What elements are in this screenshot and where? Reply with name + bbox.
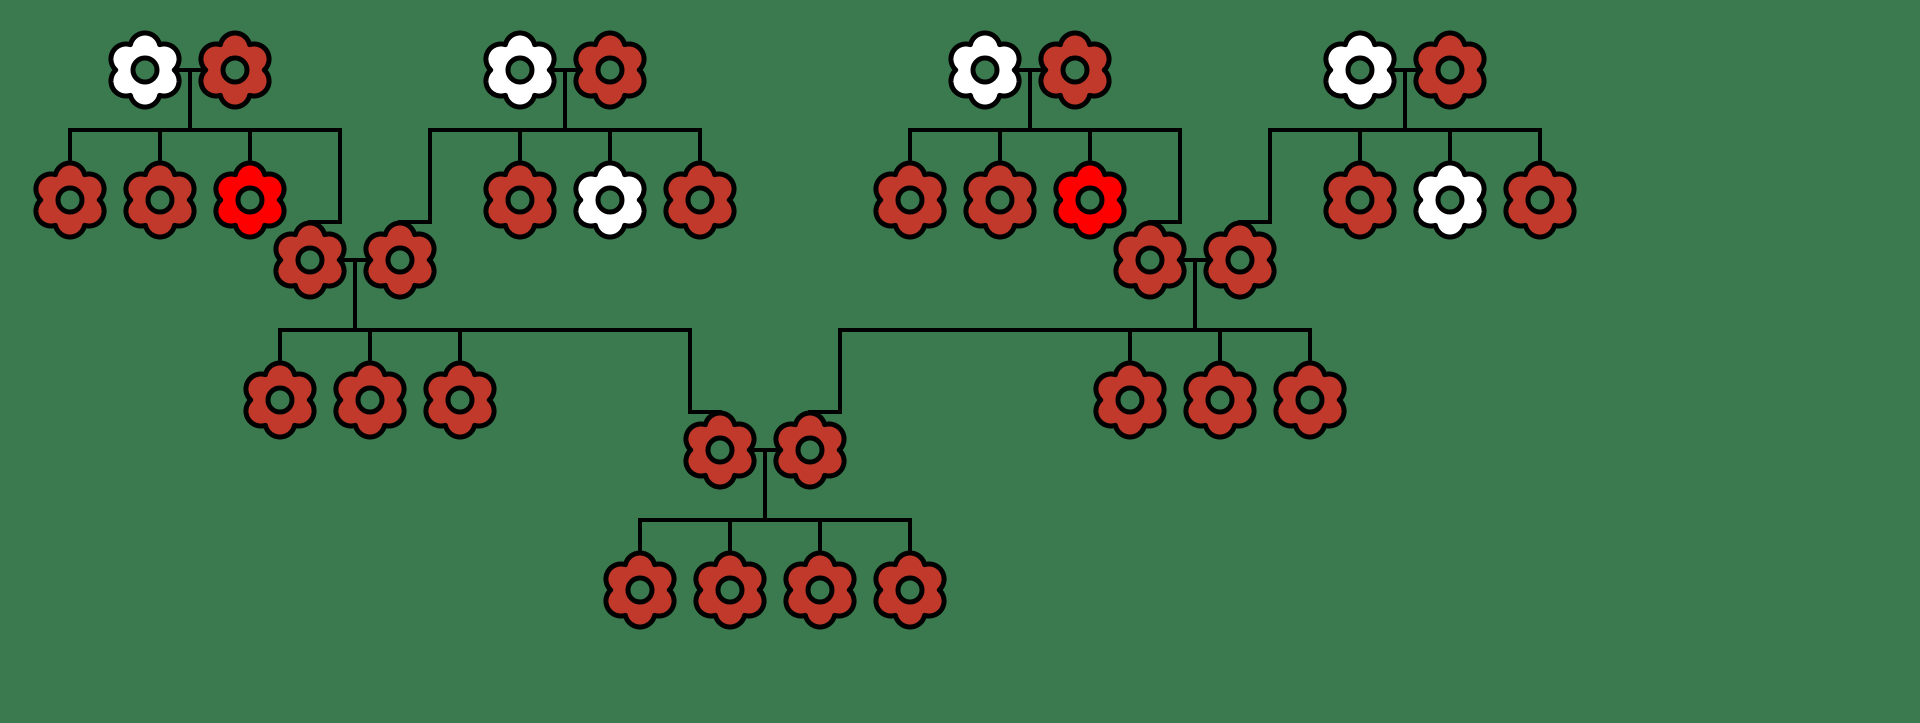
flower-icon [1186, 363, 1254, 437]
flower-icon [1506, 163, 1574, 237]
flower-icon [1096, 363, 1164, 437]
flower-icon [1276, 363, 1344, 437]
flower-icon [576, 33, 644, 107]
flower-icon [951, 33, 1019, 107]
flower-icon [576, 163, 644, 237]
flower-icon [1116, 223, 1184, 297]
flower-icon [876, 553, 944, 627]
flower-icon [126, 163, 194, 237]
flower-icon [776, 413, 844, 487]
flower-icon [786, 553, 854, 627]
flower-icon [426, 363, 494, 437]
flower-icon [1416, 33, 1484, 107]
pedigree-diagram [0, 0, 1920, 723]
flower-icon [276, 223, 344, 297]
flower-icon [1326, 33, 1394, 107]
flower-icon [201, 33, 269, 107]
flower-icon [216, 163, 284, 237]
flower-icon [36, 163, 104, 237]
flower-icon [366, 223, 434, 297]
flowers [36, 33, 1574, 627]
flower-icon [111, 33, 179, 107]
flower-icon [686, 413, 754, 487]
flower-icon [486, 163, 554, 237]
flower-icon [486, 33, 554, 107]
flower-icon [696, 553, 764, 627]
flower-icon [1326, 163, 1394, 237]
flower-icon [1056, 163, 1124, 237]
flower-icon [1206, 223, 1274, 297]
flower-icon [966, 163, 1034, 237]
flower-icon [336, 363, 404, 437]
flower-icon [1041, 33, 1109, 107]
flower-icon [606, 553, 674, 627]
flower-icon [1416, 163, 1484, 237]
flower-icon [666, 163, 734, 237]
flower-icon [876, 163, 944, 237]
flower-icon [246, 363, 314, 437]
